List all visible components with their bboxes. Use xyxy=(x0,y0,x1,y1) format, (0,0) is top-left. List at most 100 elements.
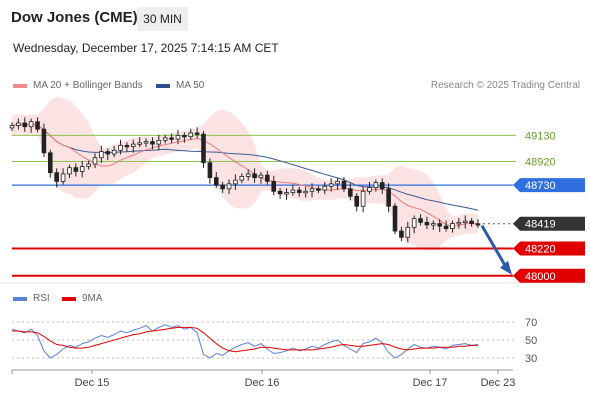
candle-body-6 xyxy=(48,152,53,174)
candle-body-32 xyxy=(213,177,219,186)
legend-ma50-label: MA 50 xyxy=(176,80,205,91)
candle-body-72 xyxy=(469,220,474,225)
legend-rsi-label: RSI xyxy=(33,293,50,304)
legend-ma50: MA 50 xyxy=(156,80,204,91)
candle-body-19 xyxy=(130,143,136,147)
copyright: Research © 2025 Trading Central xyxy=(430,80,580,91)
x-tick-label-0: Dec 15 xyxy=(75,377,110,389)
candle-body-31 xyxy=(207,162,213,179)
candle-body-11 xyxy=(79,166,85,172)
candle-body-60 xyxy=(392,205,398,232)
candle-body-67 xyxy=(437,223,442,227)
legend-rsi: RSI xyxy=(13,293,50,304)
candle-body-7 xyxy=(54,172,59,182)
candle-body-13 xyxy=(92,157,98,165)
candle-body-20 xyxy=(137,142,142,145)
candle-body-24 xyxy=(162,137,168,141)
candle-body-65 xyxy=(424,221,430,226)
instrument-title: Dow Jones (CME) xyxy=(11,9,138,26)
rsi-level-label-1: 50 xyxy=(525,335,537,347)
projection-arrow-shaft xyxy=(480,224,509,270)
ma20-line xyxy=(11,123,479,227)
rsi-ma9-line xyxy=(12,326,478,353)
candle-body-25 xyxy=(169,137,174,140)
level-label-1: 48920 xyxy=(525,156,556,168)
candle-body-42 xyxy=(277,190,283,195)
candle-body-61 xyxy=(399,230,404,238)
level-tag-4 xyxy=(513,268,585,283)
level-label-0: 49130 xyxy=(525,130,556,142)
candle-body-23 xyxy=(156,139,162,145)
candle-body-70 xyxy=(456,221,462,225)
candle-body-3 xyxy=(28,121,34,128)
candle-body-34 xyxy=(226,183,232,190)
ma20-swatch-icon xyxy=(13,83,27,88)
candle-body-54 xyxy=(354,195,360,207)
candle-body-17 xyxy=(118,144,123,151)
candle-body-8 xyxy=(60,173,66,182)
candle-body-40 xyxy=(265,174,270,182)
candle-body-49 xyxy=(322,185,328,191)
candle-body-1 xyxy=(16,122,21,126)
rsi-swatch-icon xyxy=(13,296,27,301)
candle-body-4 xyxy=(35,121,40,130)
level-label-2: 48730 xyxy=(525,180,556,192)
candle-body-43 xyxy=(284,192,289,195)
candle-body-57 xyxy=(373,182,379,188)
legend-9ma-label: 9MA xyxy=(82,293,103,304)
rsi-level-label-2: 30 xyxy=(525,353,537,365)
candle-body-9 xyxy=(67,167,72,175)
candle-body-12 xyxy=(86,163,91,167)
candle-body-22 xyxy=(150,141,155,145)
timestamp: Wednesday, December 17, 2025 7:14:15 AM … xyxy=(13,41,279,55)
candle-body-2 xyxy=(22,122,28,128)
candle-body-28 xyxy=(188,132,194,138)
candle-body-51 xyxy=(335,180,340,185)
legend-9ma: 9MA xyxy=(62,293,103,304)
level-label-3: 48220 xyxy=(525,243,556,255)
candle-body-53 xyxy=(348,188,353,197)
candle-body-58 xyxy=(379,182,385,190)
x-tick-label-3: Dec 23 xyxy=(481,377,516,389)
candle-body-41 xyxy=(271,180,277,192)
candle-body-27 xyxy=(182,134,187,138)
candle-body-71 xyxy=(462,220,468,224)
level-label-4: 48000 xyxy=(525,271,556,283)
candle-body-39 xyxy=(258,174,264,179)
candle-body-37 xyxy=(245,173,251,177)
current-price-label: 48419 xyxy=(525,219,556,231)
level-tag-3 xyxy=(513,241,585,256)
candle-body-36 xyxy=(239,175,245,181)
bollinger-band xyxy=(12,96,478,251)
candle-body-14 xyxy=(99,151,104,159)
x-tick-label-1: Dec 16 xyxy=(245,377,280,389)
legend-ma20: MA 20 + Bollinger Bands xyxy=(13,80,143,91)
candle-body-59 xyxy=(386,188,391,207)
candle-body-44 xyxy=(290,189,296,193)
current-price-tag xyxy=(513,216,585,231)
candle-body-48 xyxy=(316,188,321,191)
candle-body-33 xyxy=(220,184,225,190)
candle-body-38 xyxy=(252,173,257,179)
candle-body-26 xyxy=(175,134,181,140)
candle-body-62 xyxy=(405,226,411,238)
candle-body-64 xyxy=(418,218,423,223)
candle-body-30 xyxy=(201,133,206,164)
candle-body-35 xyxy=(233,179,238,185)
candle-body-69 xyxy=(450,223,455,229)
candle-body-55 xyxy=(360,190,366,207)
candle-body-66 xyxy=(431,223,436,226)
interval-button[interactable]: 30 MIN xyxy=(137,7,188,31)
ma9-swatch-icon xyxy=(62,296,76,301)
ma50-line xyxy=(11,123,479,211)
candle-body-10 xyxy=(73,167,79,172)
candle-body-45 xyxy=(296,189,302,193)
candle-body-5 xyxy=(41,128,47,154)
x-tick-label-2: Dec 17 xyxy=(413,377,448,389)
candle-body-15 xyxy=(105,151,111,155)
rsi-line xyxy=(11,324,479,359)
candle-body-0 xyxy=(9,125,15,129)
candle-body-47 xyxy=(309,188,315,192)
candle-body-18 xyxy=(124,144,130,148)
